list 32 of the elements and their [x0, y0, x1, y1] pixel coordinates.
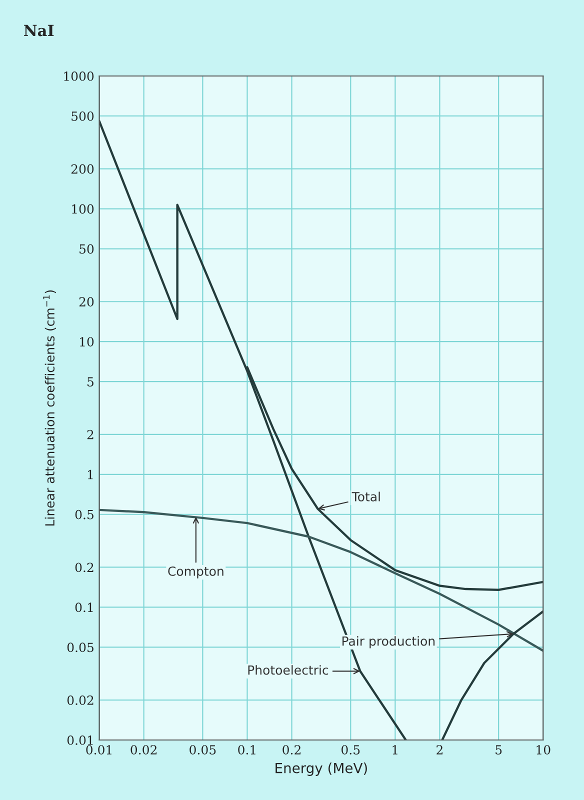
y-tick-label: 2 — [87, 430, 94, 440]
y-tick-label: 200 — [71, 164, 94, 174]
y-tick-label: 0.1 — [75, 602, 93, 612]
x-tick-label: 0.2 — [282, 745, 300, 755]
y-tick-label: 20 — [79, 297, 94, 307]
chart-title: NaI — [24, 24, 54, 36]
y-tick-label: 0.02 — [67, 695, 94, 705]
y-tick-label: 0.01 — [67, 735, 93, 745]
x-tick-label: 10 — [536, 745, 550, 755]
y-tick-label: 100 — [72, 204, 94, 214]
x-tick-label: 0.5 — [342, 745, 360, 755]
annotation: Total — [352, 492, 380, 502]
y-tick-label: 500 — [72, 111, 94, 121]
x-tick-label: 1 — [392, 745, 398, 754]
annotation: Pair production — [342, 636, 435, 648]
x-axis-title: Energy (MeV) — [276, 762, 367, 776]
x-tick-label: 5 — [496, 745, 502, 755]
y-tick-label: 0.05 — [67, 642, 94, 652]
y-axis-title: Linear attenuation coefficients (cm$^{−1}$) — [43, 290, 56, 526]
x-tick-label: 0.05 — [190, 745, 216, 755]
x-tick-label: 0.02 — [130, 745, 157, 755]
annotation: Photoelectric — [248, 665, 328, 675]
y-tick-label: 0.5 — [75, 510, 94, 520]
y-tick-label: 5 — [88, 377, 94, 387]
y-tick-label: 10 — [80, 337, 94, 347]
y-tick-label: 1 — [88, 470, 93, 480]
y-tick-label: 0.2 — [75, 562, 94, 572]
y-tick-label: 1000 — [64, 71, 94, 81]
y-tick-label: 50 — [80, 244, 94, 254]
annotation: Compton — [168, 566, 224, 578]
x-tick-label: 0.1 — [238, 745, 256, 755]
x-tick-label: 2 — [436, 745, 442, 754]
